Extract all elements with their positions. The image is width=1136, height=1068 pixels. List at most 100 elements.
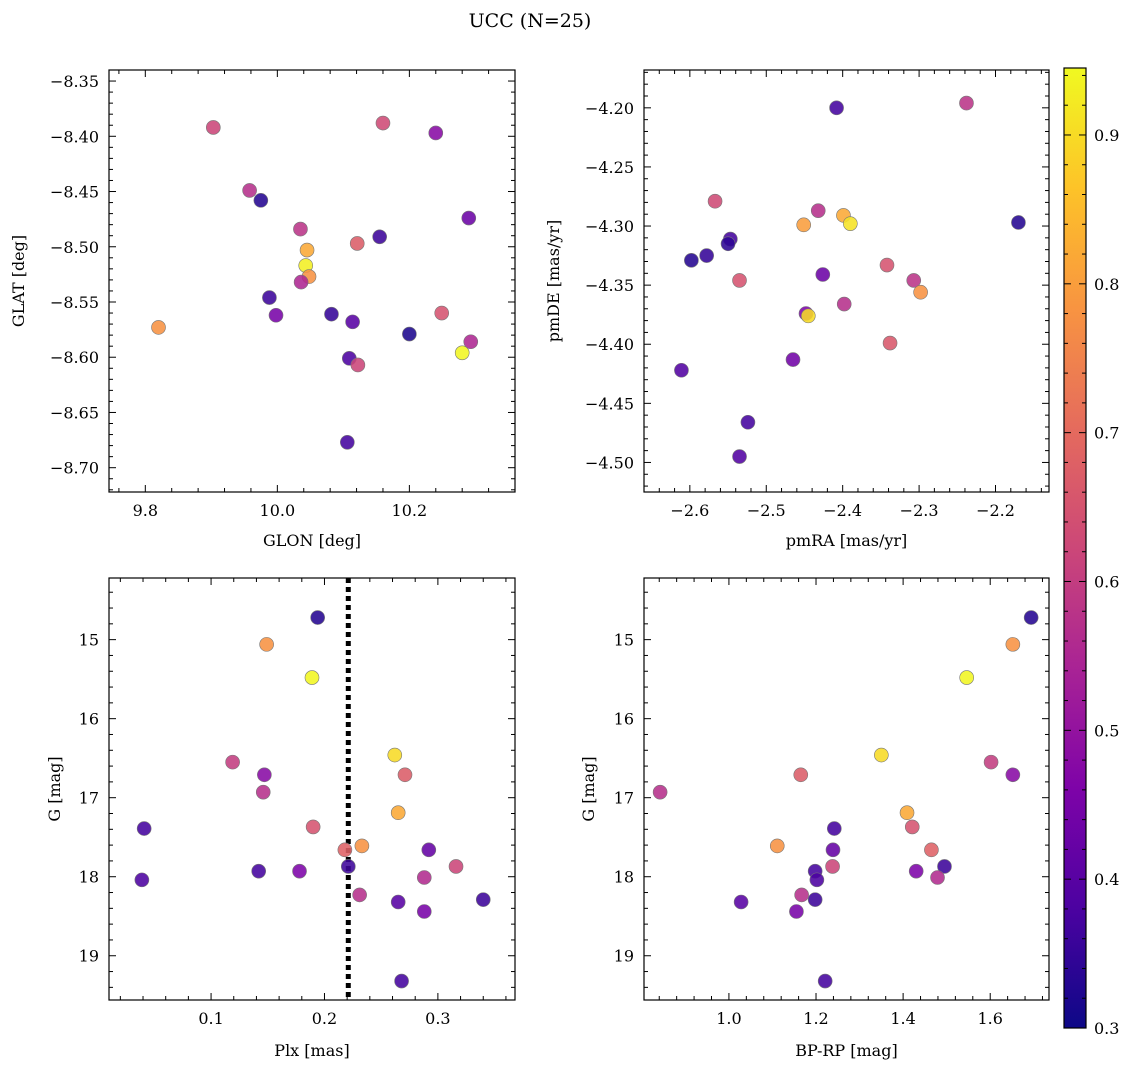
scatter-point (836, 296, 852, 312)
x-tick-label: −2.2 (976, 501, 1015, 520)
scatter-point (337, 842, 353, 858)
panel-plx-g: 0.1 0.2 0.3 15 16 17 18 19 Plx [mas] G [mag] (45, 577, 516, 1060)
axes-frame (643, 577, 1050, 1001)
scatter-point (434, 305, 450, 321)
y-tick-label: 16 (614, 710, 634, 729)
tick-marks (643, 70, 1049, 492)
scatter-point (255, 784, 271, 800)
colorbar-tick-label: 0.8 (1094, 275, 1119, 294)
scatter-point (937, 859, 952, 874)
scatter-point (253, 193, 269, 208)
y-tick-label: −4.30 (585, 217, 634, 236)
scatter-point (390, 894, 406, 910)
x-tick-label: 1.2 (803, 1009, 828, 1028)
scatter-point (354, 838, 370, 854)
colorbar-ticks (1064, 74, 1086, 1029)
scatter-point (293, 274, 309, 290)
scatter-point (461, 210, 477, 226)
scatter-point (930, 870, 945, 885)
y-tick-label: −8.45 (50, 183, 99, 202)
panel-pmra-pmde: −2.6 −2.5 −2.4 −2.3 −2.2 −4.20 −4.25 −4.30 −4.35… (544, 69, 1050, 550)
scatter-point (732, 273, 747, 288)
x-axis-label: BP-RP [mag] (795, 1041, 897, 1060)
scatter-point (340, 434, 355, 450)
y-tick-label: −8.50 (50, 238, 99, 257)
scatter-point (807, 892, 823, 907)
y-tick-label: 19 (79, 947, 99, 966)
x-tick-label: 0.3 (425, 1009, 450, 1028)
scatter-point (262, 290, 277, 305)
panel-bprp-g: 1.0 1.2 1.4 1.6 15 16 17 18 19 BP-RP [mag] G [mag] (579, 577, 1050, 1060)
x-tick-label: 1.4 (890, 1009, 915, 1028)
y-tick-label: −8.65 (50, 403, 99, 422)
scatter-point (983, 754, 999, 770)
scatter-point (733, 894, 749, 910)
y-tick-label: −4.50 (585, 453, 634, 472)
tick-marks (109, 69, 516, 492)
scatter-point (304, 670, 320, 685)
scatter-point (251, 863, 266, 879)
y-tick-label: −4.25 (585, 158, 634, 177)
x-tick-label: 0.1 (198, 1009, 223, 1028)
y-axis-label: pmDE [mas/yr] (544, 220, 563, 343)
y-tick-label: 18 (79, 868, 99, 887)
x-axis-label: pmRA [mas/yr] (786, 531, 908, 550)
scatter-point (299, 242, 315, 258)
scatter-point (913, 284, 928, 300)
scatter-point (827, 821, 842, 836)
x-tick-label: −2.4 (823, 501, 862, 520)
scatter-point (825, 842, 841, 858)
y-tick-label: 15 (79, 631, 99, 650)
scatter-point (794, 887, 809, 903)
scatter-point (1011, 215, 1026, 230)
scatter-point (402, 326, 417, 342)
y-tick-label: 18 (614, 868, 634, 887)
scatter-point (305, 819, 321, 835)
scatter-point (879, 257, 895, 273)
scatter-point (350, 357, 366, 373)
scatter-point (899, 805, 915, 821)
y-tick-label: −8.40 (50, 127, 99, 146)
scatter-point (809, 872, 825, 888)
scatter-point (257, 767, 272, 783)
scatter-point (874, 747, 889, 763)
scatter-points (674, 95, 1026, 464)
tick-marks (644, 578, 1049, 1000)
scatter-point (674, 362, 689, 378)
tick-marks (109, 578, 515, 1000)
y-tick-label: −8.35 (50, 72, 99, 91)
scatter-point (1023, 610, 1039, 625)
y-tick-label: 19 (614, 947, 634, 966)
scatter-point (732, 449, 747, 464)
scatter-point (416, 870, 432, 885)
scatter-point (789, 904, 804, 919)
scatter-points (652, 610, 1039, 989)
colorbar: 0.3 0.4 0.5 0.6 0.7 0.8 0.9 (1063, 67, 1119, 1038)
scatter-point (959, 670, 974, 685)
scatter-point (810, 203, 826, 218)
scatter-point (652, 784, 668, 800)
scatter-point (394, 973, 409, 989)
y-axis-label: GLAT [deg] (9, 235, 28, 327)
colorbar-tick-label: 0.7 (1094, 424, 1119, 443)
scatter-point (340, 859, 356, 874)
scatter-point (448, 859, 464, 874)
y-tick-label: −8.55 (50, 293, 99, 312)
y-tick-label: −8.60 (50, 348, 99, 367)
scatter-point (924, 842, 939, 858)
scatter-point (397, 767, 413, 783)
scatter-point (372, 229, 387, 245)
scatter-point (136, 821, 152, 836)
scatter-point (707, 193, 723, 209)
scatter-point (206, 120, 221, 135)
axes-frame (108, 69, 516, 493)
scatter-point (292, 863, 307, 879)
scatter-point (908, 863, 924, 879)
x-tick-label: −2.3 (900, 501, 939, 520)
y-tick-label: −4.40 (585, 335, 634, 354)
scatter-point (259, 637, 274, 652)
scatter-point (959, 95, 974, 111)
scatter-point (225, 754, 240, 770)
scatter-point (463, 334, 479, 350)
